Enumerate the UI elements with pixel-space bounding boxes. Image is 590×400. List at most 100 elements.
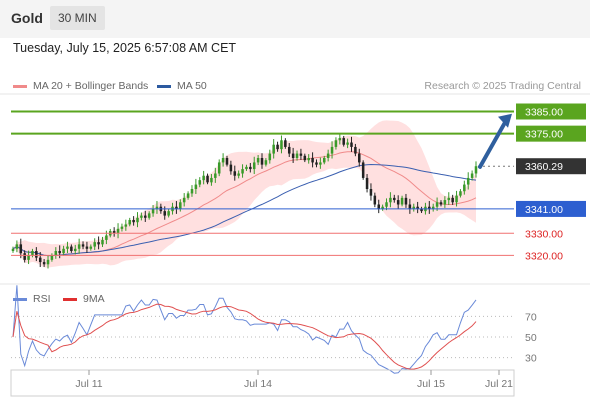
pivot-level-label-bg: [516, 200, 586, 217]
candle-body: [140, 215, 143, 218]
candle: [245, 164, 248, 171]
candle: [50, 253, 54, 262]
candle: [369, 183, 373, 201]
candle-body: [295, 153, 299, 158]
candle-body: [404, 197, 408, 205]
candle: [400, 195, 404, 207]
candle-body: [400, 197, 404, 205]
candle-body: [350, 142, 353, 147]
candle: [217, 159, 221, 177]
candle-body: [221, 158, 225, 163]
candle: [319, 157, 322, 169]
candle: [128, 217, 131, 227]
x-axis-frame: [10, 369, 515, 397]
candle: [252, 156, 256, 175]
candle-body: [260, 158, 264, 165]
candle: [93, 238, 96, 250]
x-tick-label: Jul 11: [75, 378, 102, 390]
candle-body: [256, 158, 260, 163]
candle: [354, 143, 357, 157]
candle-body: [11, 248, 15, 251]
candle-body: [342, 138, 345, 145]
candle: [85, 241, 89, 253]
candle-body: [97, 242, 100, 245]
candle-body: [116, 228, 120, 234]
candle: [280, 135, 283, 154]
timeframe-button[interactable]: 30 MIN: [50, 6, 105, 30]
candle-body: [42, 262, 46, 265]
candle-body: [62, 248, 65, 254]
candle: [38, 251, 42, 268]
candle-body: [319, 162, 322, 165]
candle-body: [249, 166, 252, 170]
candle: [112, 227, 116, 237]
candle-body: [474, 166, 478, 174]
candle: [474, 161, 478, 178]
candle-body: [439, 202, 443, 205]
candle: [97, 236, 100, 250]
candle: [295, 150, 299, 161]
candle-body: [276, 144, 279, 150]
candle: [151, 205, 155, 217]
candle-body: [19, 244, 23, 254]
candle: [428, 201, 431, 214]
candle: [342, 135, 345, 147]
candle-body: [202, 175, 205, 181]
candle: [420, 206, 423, 214]
candle: [46, 255, 50, 269]
candle-body: [466, 177, 470, 185]
current-level-label: 3360.29: [525, 161, 563, 173]
candle-body: [416, 206, 419, 209]
candle-body: [85, 246, 89, 249]
candle-body: [194, 184, 198, 189]
candle-body: [101, 239, 104, 245]
candle: [198, 177, 202, 188]
candle-body: [393, 197, 396, 201]
candle: [470, 170, 474, 181]
candle-body: [396, 200, 400, 205]
projection-arrow-shaft: [478, 118, 508, 169]
candle: [443, 196, 447, 208]
candle: [120, 223, 124, 232]
candle-body: [291, 153, 295, 158]
candle-body: [190, 189, 194, 194]
candle: [381, 204, 384, 211]
candle: [179, 199, 182, 212]
candle: [237, 170, 240, 179]
candle: [377, 199, 380, 214]
resistance-level-label: 3385.00: [525, 107, 563, 119]
candle-body: [463, 184, 466, 192]
support-level-label: 3320.00: [525, 250, 563, 262]
candle-body: [284, 140, 287, 147]
candle: [256, 154, 260, 166]
candle: [144, 210, 147, 222]
candle: [408, 198, 412, 214]
candle-body: [198, 180, 202, 185]
candle: [124, 219, 128, 231]
candle: [175, 201, 178, 214]
candle-body: [112, 231, 116, 234]
candle-body: [225, 158, 229, 165]
candle-body: [214, 173, 217, 178]
candle-body: [229, 164, 233, 172]
candle: [330, 141, 334, 159]
candle: [346, 138, 349, 149]
candle: [416, 201, 419, 214]
candle: [412, 203, 416, 212]
candle-body: [136, 217, 139, 223]
candle-body: [241, 169, 244, 174]
candle-body: [206, 175, 209, 183]
candle-body: [89, 246, 93, 249]
candle-body: [443, 200, 447, 205]
resistance-level-label: 3375.00: [525, 129, 563, 141]
candle: [73, 244, 77, 255]
candle-body: [412, 206, 416, 209]
legend-ma20-label: MA 20 + Bollinger Bands: [33, 80, 149, 92]
candle: [210, 174, 213, 186]
candle: [35, 247, 38, 262]
candle: [287, 143, 291, 157]
ma50-swatch: [157, 84, 171, 88]
candle: [466, 172, 470, 190]
legend-rsi-label: RSI: [33, 293, 51, 305]
